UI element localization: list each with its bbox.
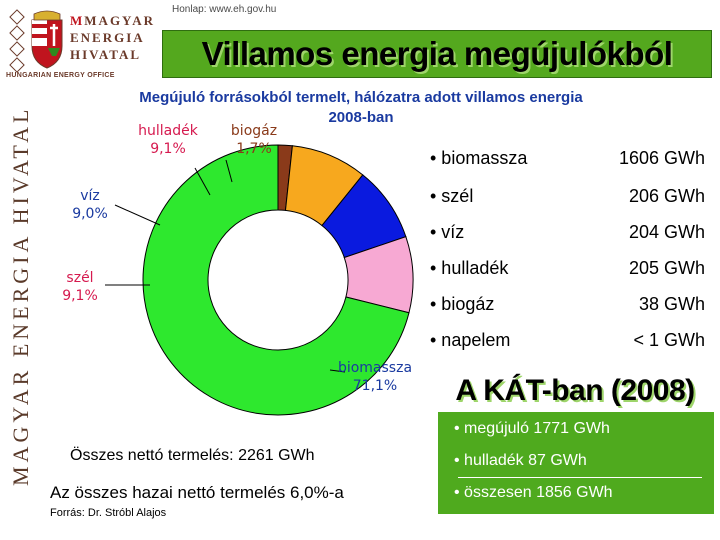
leader-line-biomassza: [329, 369, 346, 373]
leader-line-biogáz: [225, 159, 233, 183]
crest-icon: [9, 9, 63, 73]
leader-line-víz: [114, 204, 161, 226]
list-item-value: 1606 GWh: [618, 148, 705, 168]
homepage-link[interactable]: Honlap: www.eh.gov.hu: [172, 4, 277, 15]
title-banner: Villamos energia megújulókból: [162, 30, 712, 78]
list-item: • víz 204 GWh: [430, 222, 705, 248]
logo-wordmark: MMAGYAR ENERGIA HIVATAL: [70, 13, 156, 62]
kat-title: A KÁT-ban (2008): [455, 374, 695, 407]
list-item-value: 38 GWh: [638, 294, 705, 314]
category-label-biogáz: biogáz: [231, 123, 277, 139]
list-item-name: • biogáz: [430, 294, 495, 314]
total-net-generation: Összes nettó termelés: 2261 GWh: [70, 447, 315, 464]
list-item: • napelem < 1 GWh: [430, 330, 705, 356]
list-item-value: 205 GWh: [628, 258, 705, 278]
slice-biomassza: [142, 144, 410, 416]
logo-subtitle: HUNGARIAN ENERGY OFFICE: [6, 72, 115, 79]
source-note: Forrás: Dr. Stróbl Alajos: [50, 507, 167, 519]
kat-row: • hulladék 87 GWh: [454, 452, 587, 469]
subtitle-line-1: Megújuló forrásokból termelt, hálózatra …: [139, 89, 583, 106]
list-item-name: • napelem: [430, 330, 511, 350]
category-label-hulladék: hulladék: [138, 123, 199, 139]
list-item-name: • szél: [430, 186, 474, 206]
list-item: • biogáz 38 GWh: [430, 294, 705, 320]
kat-row: • megújuló 1771 GWh: [454, 420, 610, 437]
logo-line-1: MAGYAR: [84, 13, 156, 28]
logo: MMAGYAR ENERGIA HIVATAL HUNGARIAN ENERGY…: [6, 6, 176, 82]
logo-line-2: ENERGIA: [70, 30, 145, 45]
value-label-hulladék: 9,1%: [150, 141, 186, 157]
logo-line-3: HIVATAL: [70, 47, 142, 62]
list-item-name: • hulladék: [430, 258, 509, 278]
list-item-name: • biomassza: [430, 148, 528, 168]
share-of-national-generation: Az összes hazai nettó termelés 6,0%-a: [50, 483, 344, 502]
kat-row: • összesen 1856 GWh: [454, 484, 613, 501]
list-item-value: 204 GWh: [628, 222, 705, 242]
list-item-name: • víz: [430, 222, 465, 242]
page-title: Villamos energia megújulókból: [201, 35, 673, 72]
kat-divider: [458, 477, 702, 478]
value-label-víz: 9,0%: [72, 206, 108, 222]
list-item: • biomassza 1606 GWh: [430, 148, 705, 174]
chart-subtitle: Megújuló forrásokból termelt, hálózatra …: [56, 88, 666, 128]
category-label-biomassza: biomassza: [338, 360, 412, 376]
value-label-szél: 9,1%: [62, 288, 98, 304]
list-item: • szél 206 GWh: [430, 186, 705, 212]
value-label-biomassza: 71,1%: [353, 378, 397, 394]
subtitle-line-2: 2008-ban: [328, 109, 394, 126]
list-item-value: 206 GWh: [628, 186, 705, 206]
category-label-szél: szél: [66, 270, 93, 286]
list-item: • hulladék 205 GWh: [430, 258, 705, 284]
list-item-value: < 1 GWh: [633, 330, 705, 350]
kat-box: • megújuló 1771 GWh • hulladék 87 GWh • ös…: [438, 412, 714, 514]
value-label-biogáz: 1,7%: [236, 141, 272, 157]
leader-line-hulladék: [194, 167, 211, 196]
category-label-víz: víz: [80, 188, 100, 204]
